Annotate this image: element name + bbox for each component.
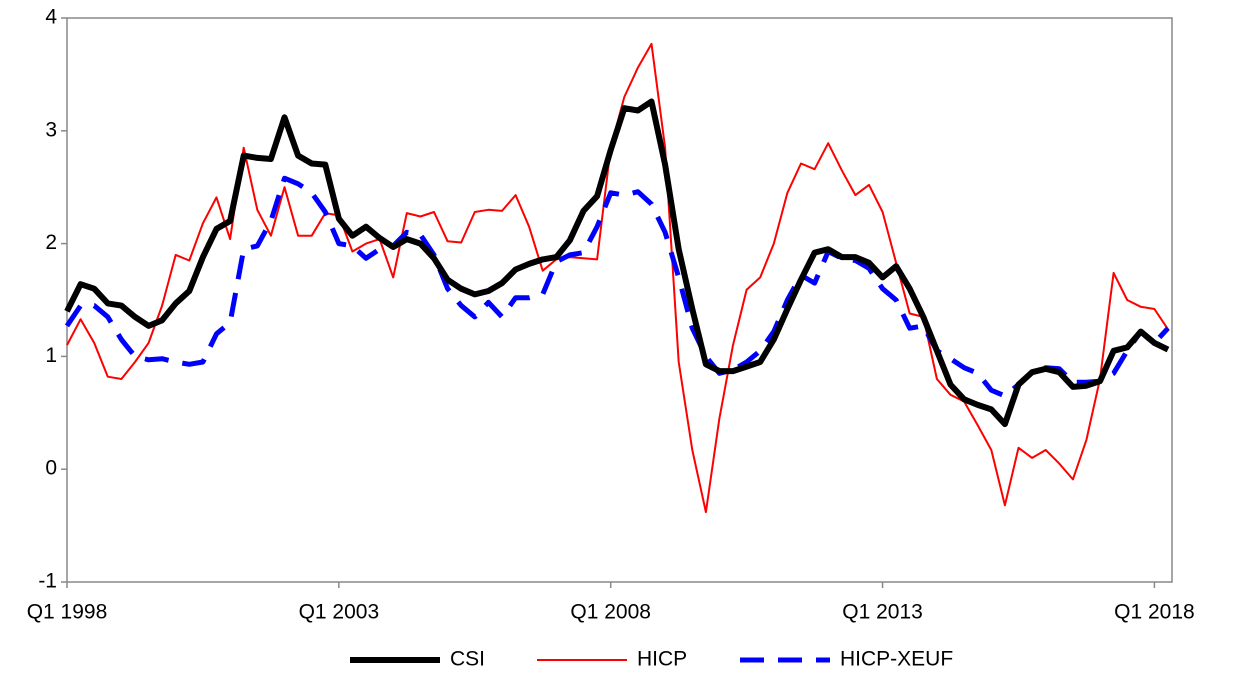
series-line [64,98,1170,428]
legend-label: CSI [450,648,485,671]
x-tick-label: Q1 2013 [842,601,923,624]
y-tick-label: 0 [45,457,57,480]
series-line [66,42,1169,514]
x-tick-label: Q1 1998 [27,601,108,624]
y-tick-label: -1 [38,570,57,593]
y-tick-label: 1 [45,344,57,367]
x-tick-label: Q1 2003 [299,601,380,624]
legend-label: HICP-XEUF [840,648,953,671]
legend-label: HICP [637,648,687,671]
plot-frame [66,17,1173,583]
series-line [64,175,1170,399]
y-tick-label: 2 [45,231,57,254]
x-tick-label: Q1 2018 [1114,601,1195,624]
y-tick-label: 3 [45,118,57,141]
x-tick-label: Q1 2008 [570,601,651,624]
y-tick-label: 4 [45,6,57,29]
